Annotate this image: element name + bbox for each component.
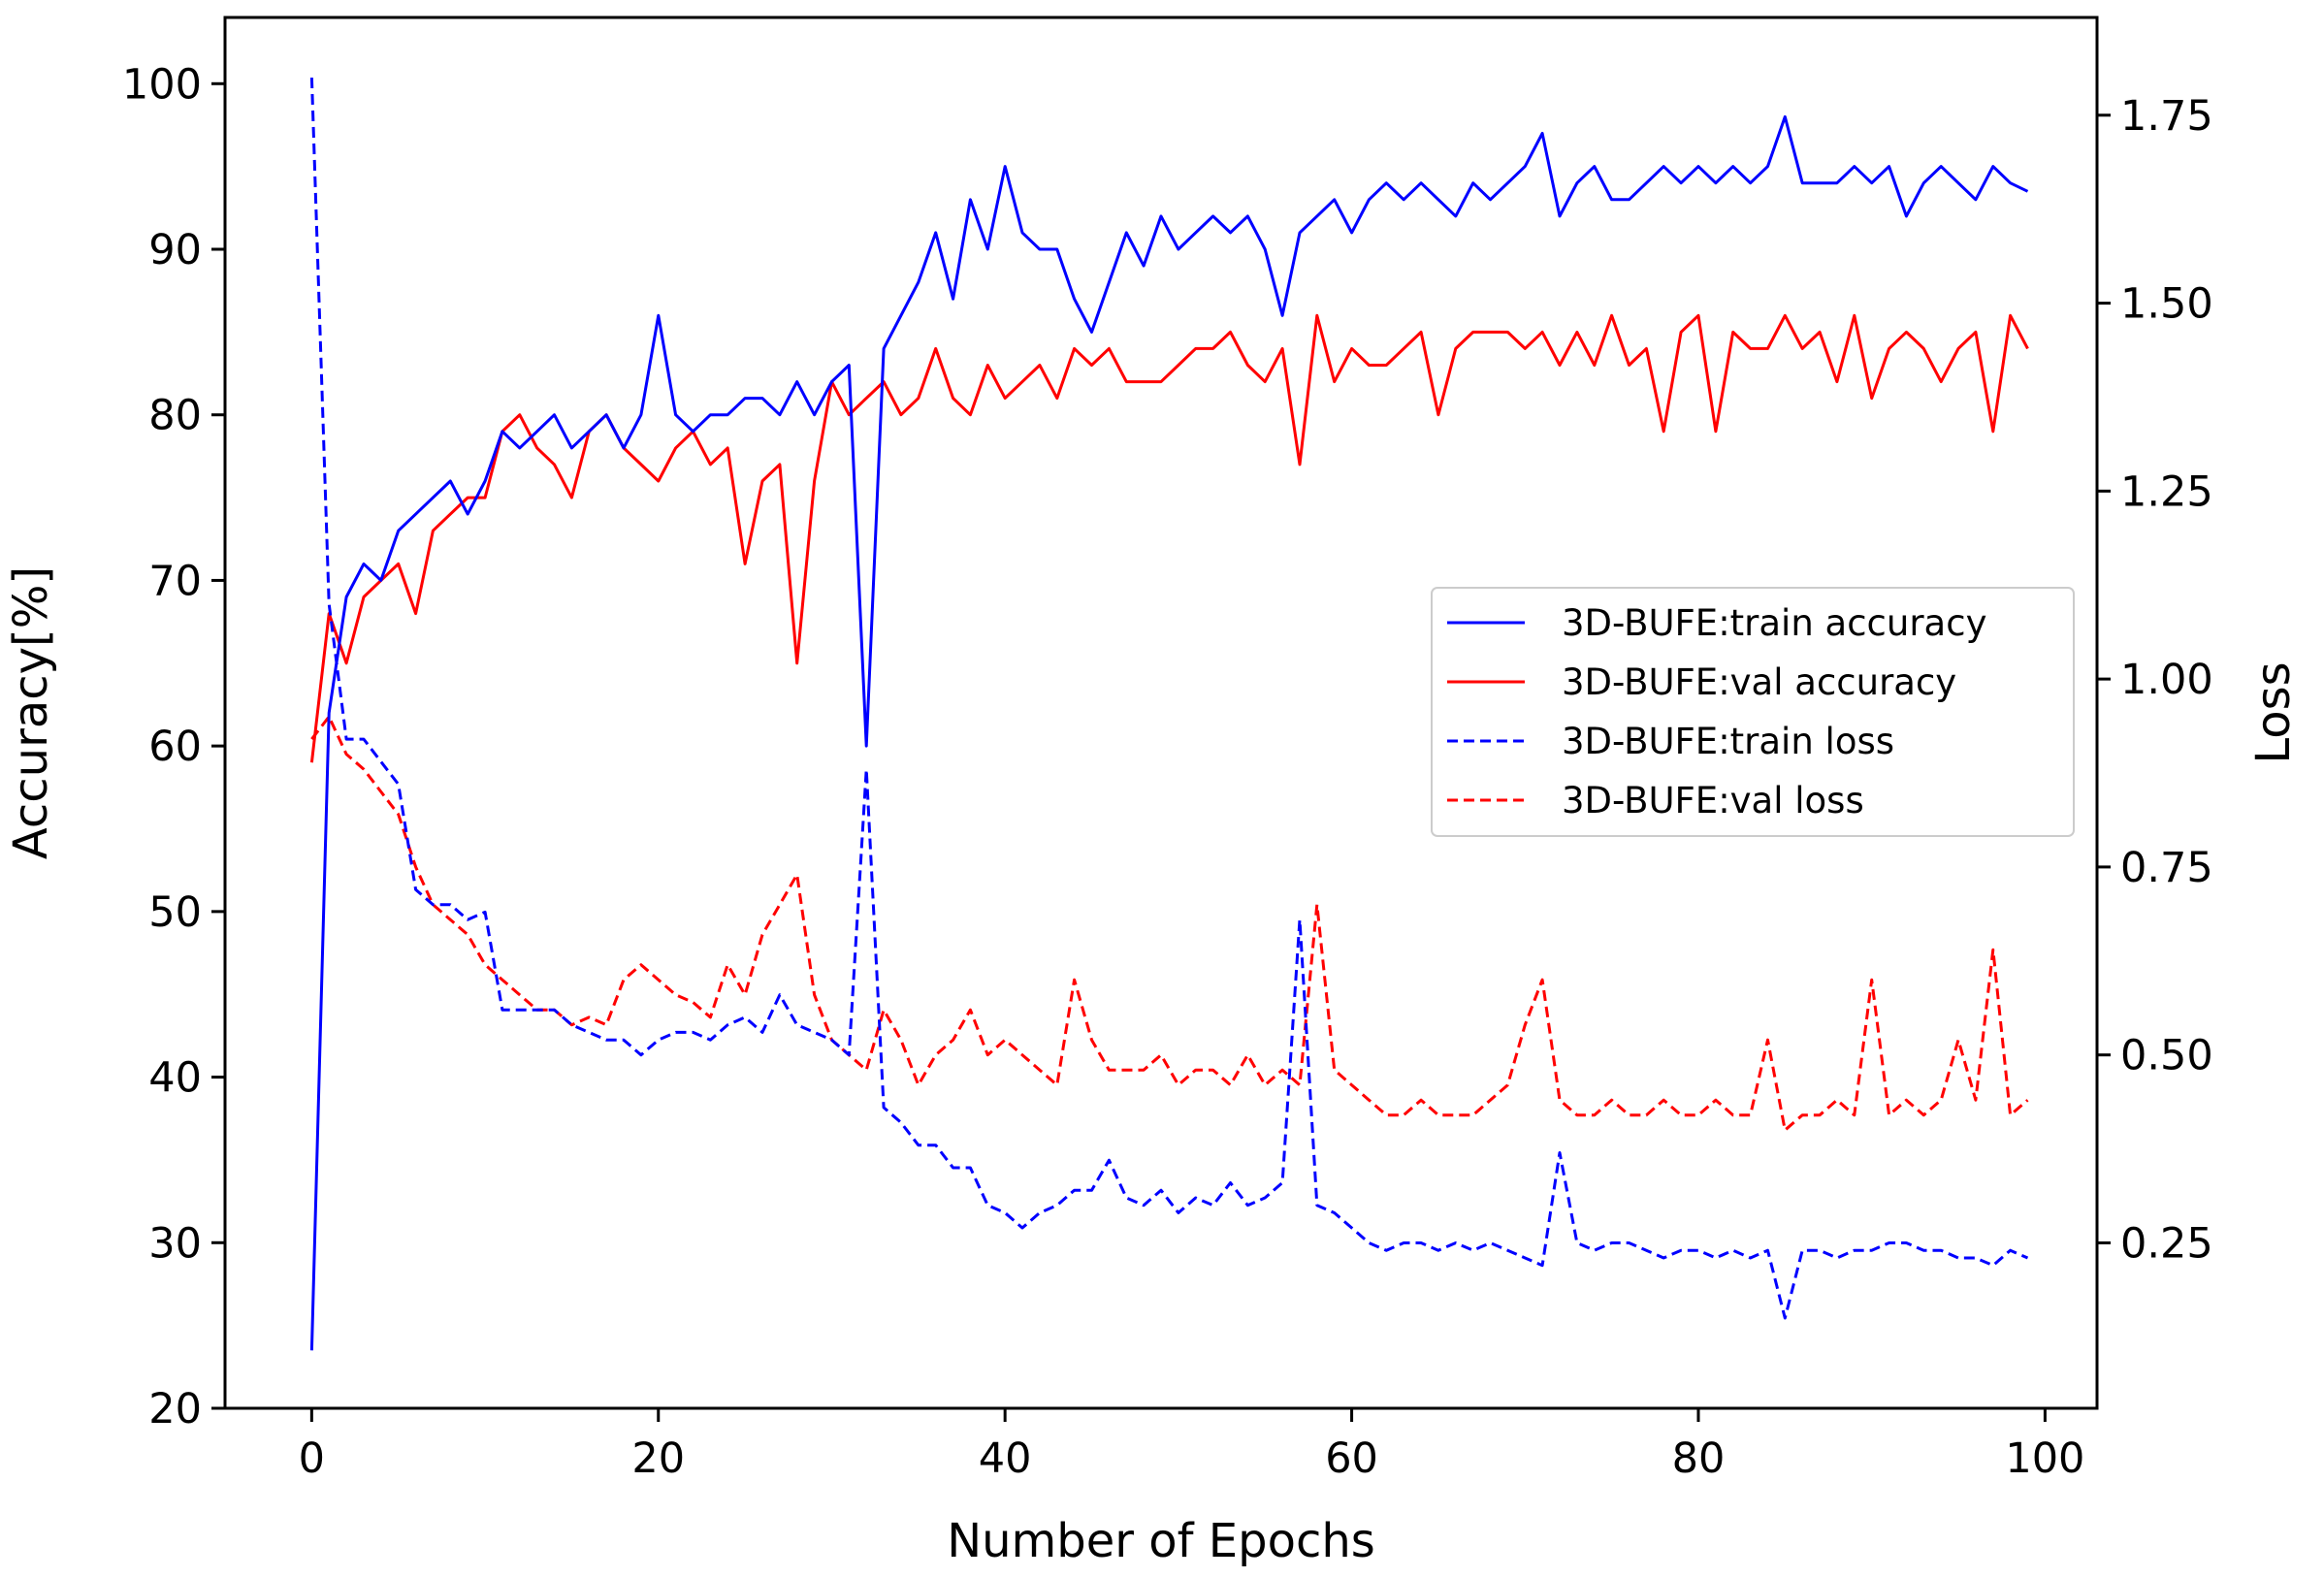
- y-tick-label: 100: [122, 60, 202, 109]
- legend-box: [1431, 587, 2075, 837]
- series-layer: [309, 77, 2029, 1351]
- x-axis-title: Number of Epochs: [947, 1514, 1375, 1568]
- y-tick-label: 20: [148, 1385, 202, 1433]
- x-tick-label: 80: [1672, 1434, 1726, 1483]
- x-tick-label: 20: [631, 1434, 685, 1483]
- y2-tick-label: 0.50: [2120, 1032, 2213, 1080]
- legend-label: 3D-BUFE:val accuracy: [1562, 661, 1956, 703]
- y-axis-title: Accuracy[%]: [4, 566, 58, 859]
- y-tick-label: 70: [148, 557, 202, 605]
- legend-label: 3D-BUFE:train loss: [1562, 721, 1894, 762]
- y2-tick-label: 1.75: [2120, 92, 2213, 141]
- y-tick-label: 80: [148, 392, 202, 440]
- legend-label: 3D-BUFE:val loss: [1562, 780, 1864, 821]
- y-tick-label: 40: [148, 1054, 202, 1103]
- y2-tick-label: 1.50: [2120, 280, 2213, 329]
- y2-tick-label: 0.75: [2120, 844, 2213, 892]
- series-line--d-bufe-val-loss: [310, 715, 2029, 1132]
- legend: 3D-BUFE:train accuracy 3D-BUFE:val accura…: [1431, 587, 2075, 837]
- legend-label: 3D-BUFE:train accuracy: [1562, 602, 1986, 644]
- x-tick-label: 60: [1325, 1434, 1378, 1483]
- x-axis: 0 20 40 60 80 100: [299, 1408, 2084, 1483]
- x-tick-label: 40: [979, 1434, 1032, 1483]
- y-tick-label: 60: [148, 723, 202, 771]
- y2-axis-title: Loss: [2246, 661, 2301, 763]
- y2-tick-label: 0.25: [2120, 1219, 2213, 1268]
- x-tick-label: 0: [299, 1434, 325, 1483]
- y-tick-label: 30: [148, 1219, 202, 1268]
- y-axis-right: 0.25 0.50 0.75 1.00 1.25 1.50 1.75: [2097, 92, 2213, 1268]
- x-tick-label: 100: [2005, 1434, 2084, 1483]
- series-line--d-bufe-train-accuracy: [309, 114, 2029, 1351]
- y-tick-label: 90: [148, 226, 202, 274]
- series-line--d-bufe-train-loss: [309, 77, 2029, 1320]
- y2-tick-label: 1.25: [2120, 467, 2213, 516]
- y-axis-left: 20 30 40 50 60 70 80 90 100: [122, 60, 225, 1433]
- y-tick-label: 50: [148, 888, 202, 937]
- plot-frame: [223, 16, 2099, 1410]
- y2-tick-label: 1.00: [2120, 656, 2213, 704]
